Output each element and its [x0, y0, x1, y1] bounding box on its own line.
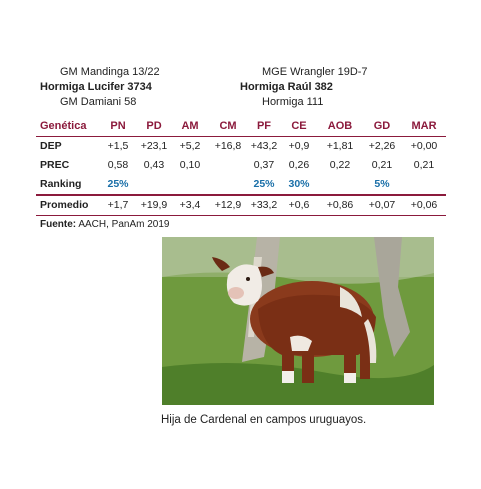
table-cell: 0,58	[107, 159, 129, 171]
table-cell: 0,26	[288, 159, 310, 171]
table-cell: 0,10	[179, 159, 201, 171]
background-sky	[162, 237, 434, 284]
cow-eye	[246, 277, 250, 281]
table-cell: +0,86	[326, 199, 354, 211]
column-header: MAR	[411, 120, 437, 132]
ranking-cell: 5%	[374, 178, 390, 190]
table-cell: +16,8	[214, 140, 242, 152]
cow-belly-white	[290, 335, 312, 351]
column-header: AOB	[327, 120, 353, 132]
cow-leg	[360, 343, 370, 379]
row-label: DEP	[40, 140, 62, 152]
row-label: PREC	[40, 159, 70, 171]
column-header: PF	[256, 120, 272, 132]
table-cell: +33,2	[250, 199, 278, 211]
table-header: Genética PN PD AM CM PF CE AOB GD MAR	[36, 117, 446, 136]
dam-dam-name: Hormiga 111	[262, 96, 324, 108]
source-note: Fuente: AACH, PanAm 2019	[40, 219, 170, 230]
table-cell: +5,2	[179, 140, 201, 152]
source-label: Fuente:	[40, 219, 77, 230]
header-divider	[36, 136, 446, 137]
table-cell: +0,00	[410, 140, 438, 152]
table-cell: +0,9	[288, 140, 310, 152]
cow-white-patch	[340, 287, 362, 317]
cow-leg	[302, 349, 314, 383]
cow-illustration	[162, 237, 434, 405]
cow-ear	[212, 257, 230, 271]
cow-head	[226, 264, 262, 306]
table-cell: +3,4	[179, 199, 201, 211]
column-header: PD	[146, 120, 162, 132]
table-cell: +23,1	[140, 140, 168, 152]
table-cell: 0,43	[143, 159, 165, 171]
table-cell: +0,06	[410, 199, 438, 211]
table-cell: +0,6	[288, 199, 310, 211]
table-row: DEP +1,5 +23,1 +5,2 +16,8 +43,2 +0,9 +1,…	[36, 137, 446, 156]
table-cell: 0,21	[371, 159, 393, 171]
table-cell: +19,9	[140, 199, 168, 211]
column-header: CM	[219, 120, 237, 132]
promedio-divider	[36, 194, 446, 196]
table-cell: +1,7	[107, 199, 129, 211]
table-cell: +43,2	[250, 140, 278, 152]
column-header: PN	[110, 120, 126, 132]
sire-sire-name: GM Mandinga 13/22	[60, 66, 160, 78]
table-cell: +2,26	[368, 140, 396, 152]
genetics-header-label: Genética	[40, 120, 87, 132]
table-cell: +12,9	[214, 199, 242, 211]
dam-name: Hormiga Raúl 382	[240, 81, 333, 93]
genetics-table: Genética PN PD AM CM PF CE AOB GD MAR DE…	[36, 117, 446, 216]
table-cell: +0,07	[368, 199, 396, 211]
dam-sire-name: MGE Wrangler 19D-7	[262, 66, 368, 78]
ranking-cell: 25%	[253, 178, 275, 190]
cow-ear-right	[258, 266, 274, 277]
cow-photo	[162, 237, 434, 405]
column-header: AM	[181, 120, 199, 132]
sire-name: Hormiga Lucifer 3734	[40, 81, 152, 93]
column-header: GD	[373, 120, 391, 132]
row-label: Ranking	[40, 178, 82, 190]
row-label: Promedio	[40, 199, 89, 211]
source-text: AACH, PanAm 2019	[76, 219, 170, 230]
table-cell: +1,5	[107, 140, 129, 152]
tree-trunk-right	[374, 237, 410, 357]
cow-hoof-white	[344, 373, 356, 383]
cow-hoof-white	[282, 371, 294, 383]
cow-tail	[364, 319, 377, 363]
pedigree: GM Mandinga 13/22 Hormiga Lucifer 3734 G…	[0, 62, 481, 110]
photo-caption: Hija de Cardenal en campos uruguayos.	[161, 414, 367, 426]
cow-body-shade	[258, 294, 376, 355]
cow-muzzle	[228, 287, 244, 299]
table-row: PREC 0,58 0,43 0,10 0,37 0,26 0,22 0,21 …	[36, 156, 446, 175]
ranking-cell: 25%	[107, 178, 129, 190]
table-cell: +1,81	[326, 140, 354, 152]
table-cell: 0,21	[413, 159, 435, 171]
table-cell: 0,22	[329, 159, 351, 171]
table-cell: 0,37	[253, 159, 275, 171]
ranking-cell: 30%	[288, 178, 310, 190]
foreground-grass	[162, 363, 434, 405]
promedio-row: Promedio +1,7 +19,9 +3,4 +12,9 +33,2 +0,…	[36, 196, 446, 215]
table-row: Ranking 25% 25% 30% 5%	[36, 175, 446, 194]
column-header: CE	[291, 120, 307, 132]
sire-dam-name: GM Damiani 58	[60, 96, 137, 108]
table-bottom-divider	[36, 215, 446, 216]
